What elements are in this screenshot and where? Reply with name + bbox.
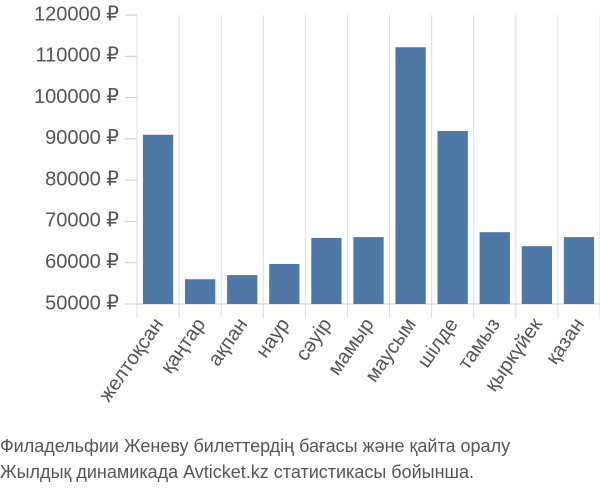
bar xyxy=(563,237,595,304)
bar xyxy=(184,279,216,304)
y-tick-label: 110000 ₽ xyxy=(35,45,119,67)
bar xyxy=(227,275,258,304)
y-tick-label: 100000 ₽ xyxy=(34,86,119,108)
bar xyxy=(437,131,468,304)
x-tick-label: желтоқсан xyxy=(95,314,168,406)
x-tick-label: қаңтар xyxy=(157,314,211,377)
bar xyxy=(311,237,342,304)
bar xyxy=(142,134,174,304)
y-tick-label: 80000 ₽ xyxy=(45,168,119,190)
y-tick-label: 90000 ₽ xyxy=(45,127,119,149)
bar xyxy=(395,47,426,305)
y-tick-label: 120000 ₽ xyxy=(34,3,119,25)
y-tick-label: 50000 ₽ xyxy=(45,292,119,314)
bar xyxy=(269,263,300,304)
bar xyxy=(521,246,553,304)
bar xyxy=(353,237,384,304)
y-tick-label: 70000 ₽ xyxy=(45,210,119,232)
x-tick-label: қазан xyxy=(542,314,589,368)
x-tick-label: ақпан xyxy=(204,314,252,370)
y-tick-label: 60000 ₽ xyxy=(45,251,119,273)
x-tick-label: наур xyxy=(252,314,295,362)
caption-line: Жылдық динамикада Avticket.kz статистика… xyxy=(0,462,474,482)
bar xyxy=(479,232,510,304)
caption-line: Филадельфии Женеву билеттердің бағасы жә… xyxy=(0,436,510,456)
